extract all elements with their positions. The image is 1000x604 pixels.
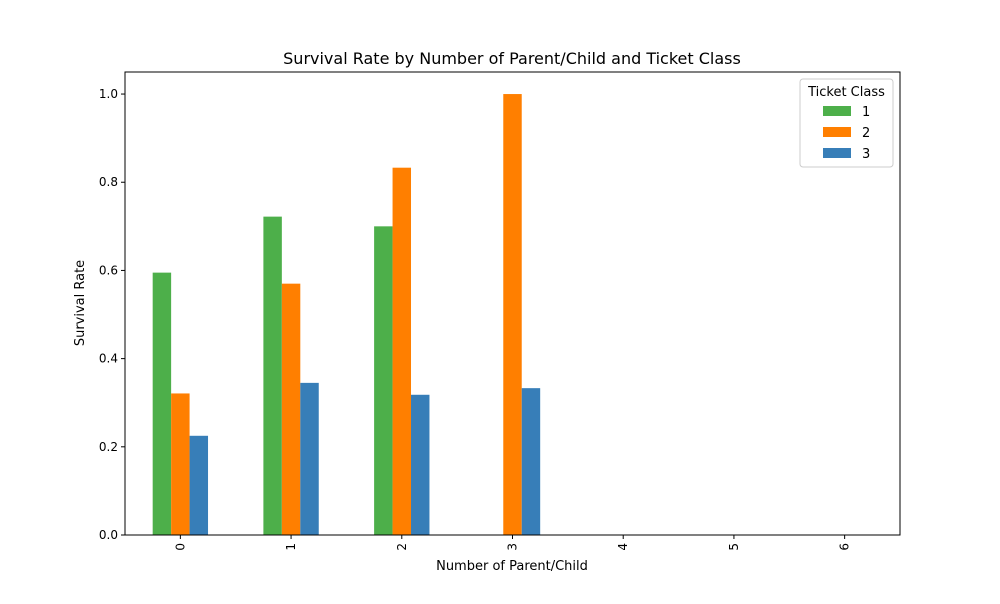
bar-class-2-cat-3 <box>503 94 522 536</box>
bar-class-1-cat-2 <box>374 226 393 535</box>
legend-swatch-1 <box>823 106 851 116</box>
x-tick-label: 6 <box>838 543 852 551</box>
bar-class-2-cat-2 <box>392 167 412 535</box>
bar-class-3-cat-2 <box>411 394 430 535</box>
y-tick-label: 0.8 <box>99 175 118 189</box>
x-tick-label: 3 <box>506 543 520 551</box>
x-tick-label: 4 <box>616 543 630 551</box>
y-tick-label: 0.4 <box>99 352 118 366</box>
y-axis-label: Survival Rate <box>73 260 88 346</box>
bar-class-2-cat-1 <box>281 283 301 535</box>
legend-title: Ticket Class <box>807 85 885 100</box>
bar-class-3-cat-0 <box>189 435 209 535</box>
y-tick-label: 0.2 <box>99 440 118 454</box>
bar-class-2-cat-0 <box>171 393 190 535</box>
legend-label-3: 3 <box>862 147 870 162</box>
x-tick-label: 1 <box>284 543 298 551</box>
x-tick-label: 5 <box>727 543 741 551</box>
plot-area: 0.0 0.2 0.4 0.6 0.8 1.0 0 1 2 3 4 5 6 <box>99 71 901 551</box>
bar-class-3-cat-3 <box>521 388 541 535</box>
legend-label-2: 2 <box>862 126 870 141</box>
bar-class-3-cat-1 <box>300 382 319 535</box>
x-tick-label: 0 <box>173 543 187 551</box>
x-tick-label: 2 <box>395 543 409 551</box>
bar-class-1-cat-1 <box>263 216 282 535</box>
legend-swatch-3 <box>823 148 851 158</box>
y-tick-label: 1.0 <box>99 87 118 101</box>
legend-swatch-2 <box>823 127 851 137</box>
bar-class-1-cat-0 <box>152 272 172 535</box>
y-tick-label: 0.6 <box>99 263 118 277</box>
legend-box <box>799 78 894 168</box>
x-axis-label: Number of Parent/Child <box>436 559 588 574</box>
chart-title: Survival Rate by Number of Parent/Child … <box>283 49 741 68</box>
legend-label-1: 1 <box>862 105 870 120</box>
y-tick-label: 0.0 <box>99 528 118 542</box>
legend: Ticket Class 1 2 3 <box>799 78 894 168</box>
